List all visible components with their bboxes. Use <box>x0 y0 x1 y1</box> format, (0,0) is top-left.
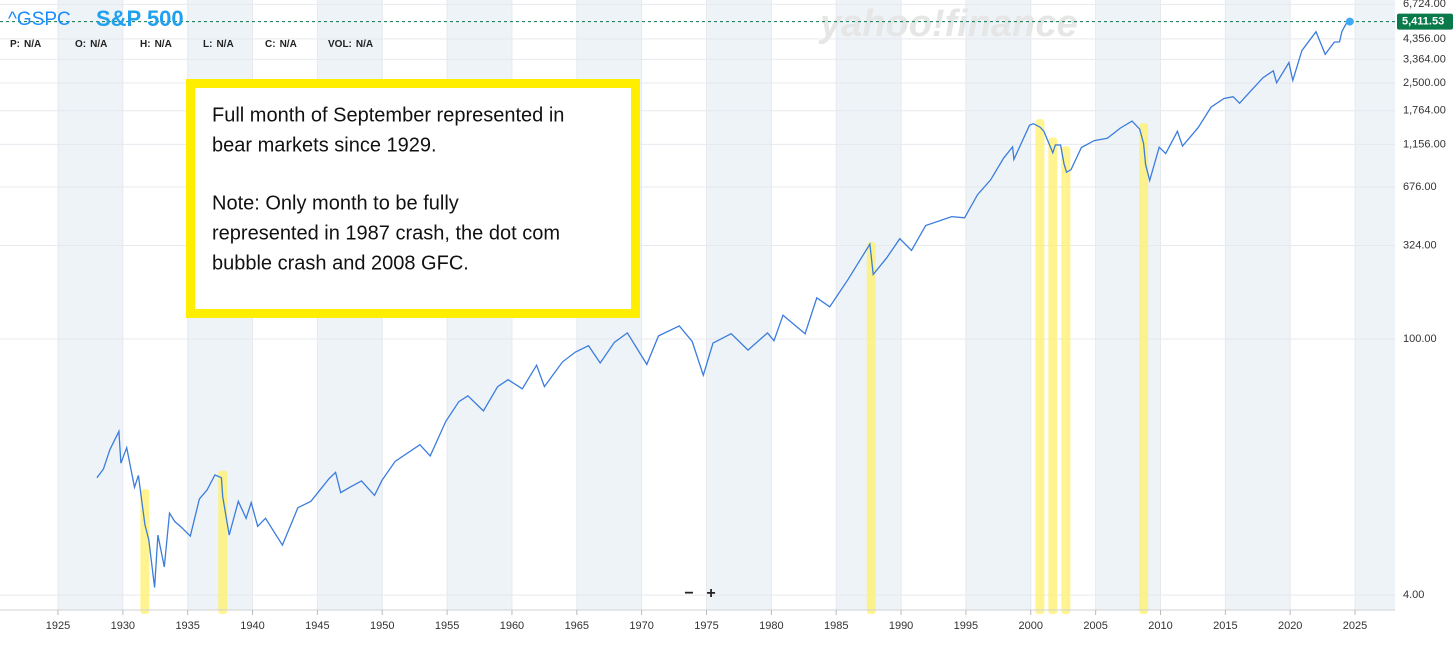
x-tick-label: 2000 <box>1019 620 1043 632</box>
quote-value: N/A <box>155 39 172 50</box>
stripe <box>57 0 123 610</box>
x-tick-label: 1955 <box>435 620 459 632</box>
x-tick-label: 1950 <box>370 620 394 632</box>
x-tick-label: 1935 <box>175 620 199 632</box>
quote-label: C: <box>265 39 276 50</box>
zoom-in[interactable]: + <box>706 585 715 602</box>
x-tick-label: 1960 <box>500 620 524 632</box>
quote-value: N/A <box>90 39 107 50</box>
x-tick-label: 1925 <box>46 620 70 632</box>
quote-item: P: N/A <box>10 39 41 50</box>
quote-item: C: N/A <box>265 39 297 50</box>
highlight <box>1061 146 1071 614</box>
y-tick-label: 676.00 <box>1403 181 1437 193</box>
annotation-line: bubble crash and 2008 GFC. <box>212 252 469 274</box>
annotation-line: Note: Only month to be fully <box>212 192 459 214</box>
annotation-line: Full month of September represented in <box>212 104 564 126</box>
quote-label: P: <box>10 39 20 50</box>
y-tick-label: 4.00 <box>1403 589 1424 601</box>
highlight <box>1139 123 1149 615</box>
x-tick-label: 2020 <box>1278 620 1302 632</box>
y-tick-label: 100.00 <box>1403 333 1437 345</box>
x-tick-label: 1980 <box>759 620 783 632</box>
plot <box>0 17 1395 588</box>
axes: 1925 1930 1935 1940 1945 1950 1955 1960 1965 1970… <box>46 0 1453 632</box>
quote-label: H: <box>140 39 151 50</box>
price-label: 5,411.53 <box>1402 16 1444 28</box>
x-tick-label: 2025 <box>1343 620 1367 632</box>
x-tick-label: 1965 <box>565 620 589 632</box>
x-tick-label: 2010 <box>1148 620 1172 632</box>
highlights <box>140 119 1149 615</box>
x-tick-label: 1930 <box>111 620 135 632</box>
quote: P: N/A O: N/A H: N/A L: N/A C: N/A VOL: N/A <box>10 39 373 50</box>
x-tick-label: 1975 <box>694 620 718 632</box>
x-tick-label: 1985 <box>824 620 848 632</box>
annotation-box <box>186 79 640 318</box>
highlight <box>1035 119 1045 614</box>
x-tick-label: 1970 <box>629 620 653 632</box>
stripe <box>1355 0 1395 610</box>
x-tick-label: 1940 <box>240 620 264 632</box>
annotation: Full month of September represented in be… <box>186 79 640 318</box>
quote-item: H: N/A <box>140 39 172 50</box>
stripe <box>1095 0 1161 610</box>
x-tick-label: 1995 <box>954 620 978 632</box>
y-tick-label: 6,724.00 <box>1403 0 1446 10</box>
y-tick-label: 324.00 <box>1403 239 1437 251</box>
x-tick-label: 1945 <box>305 620 329 632</box>
highlight <box>140 489 150 614</box>
y-axis-panel <box>1395 0 1456 648</box>
quote-item: L: N/A <box>203 39 234 50</box>
quote-value: N/A <box>24 39 41 50</box>
highlight <box>866 242 876 614</box>
annotation-line: bear markets since 1929. <box>212 134 437 156</box>
stripe <box>1225 0 1291 610</box>
quote-item: O: N/A <box>75 39 107 50</box>
price-label-bg <box>1397 13 1453 30</box>
annotation-line: represented in 1987 crash, the dot com <box>212 222 560 244</box>
quote-value: N/A <box>356 39 373 50</box>
series-name: S&P 500 <box>96 6 184 31</box>
quote-label: VOL: <box>328 39 352 50</box>
x-tick-label: 1990 <box>889 620 913 632</box>
x-tick-label: 2015 <box>1213 620 1237 632</box>
last-point <box>1345 17 1354 26</box>
quote-label: L: <box>203 39 212 50</box>
quote-item: VOL: N/A <box>328 39 373 50</box>
y-tick-label: 2,500.00 <box>1403 77 1446 89</box>
watermark: yahoo!finance <box>818 3 1078 45</box>
y-tick-label: 3,364.00 <box>1403 53 1446 65</box>
y-tick-label: 1,764.00 <box>1403 105 1446 117</box>
zoom-out[interactable]: − <box>684 585 693 602</box>
quote-value: N/A <box>280 39 297 50</box>
quote-value: N/A <box>216 39 233 50</box>
highlight <box>1048 137 1058 614</box>
price-series <box>96 21 1351 588</box>
stripe <box>706 0 772 610</box>
y-tick-label: 4,356.00 <box>1403 33 1446 45</box>
y-tick-label: 1,156.00 <box>1403 138 1446 150</box>
stripe <box>965 0 1031 610</box>
quote-label: O: <box>75 39 86 50</box>
x-tick-label: 2005 <box>1083 620 1107 632</box>
symbol: ^GSPC <box>8 9 71 30</box>
